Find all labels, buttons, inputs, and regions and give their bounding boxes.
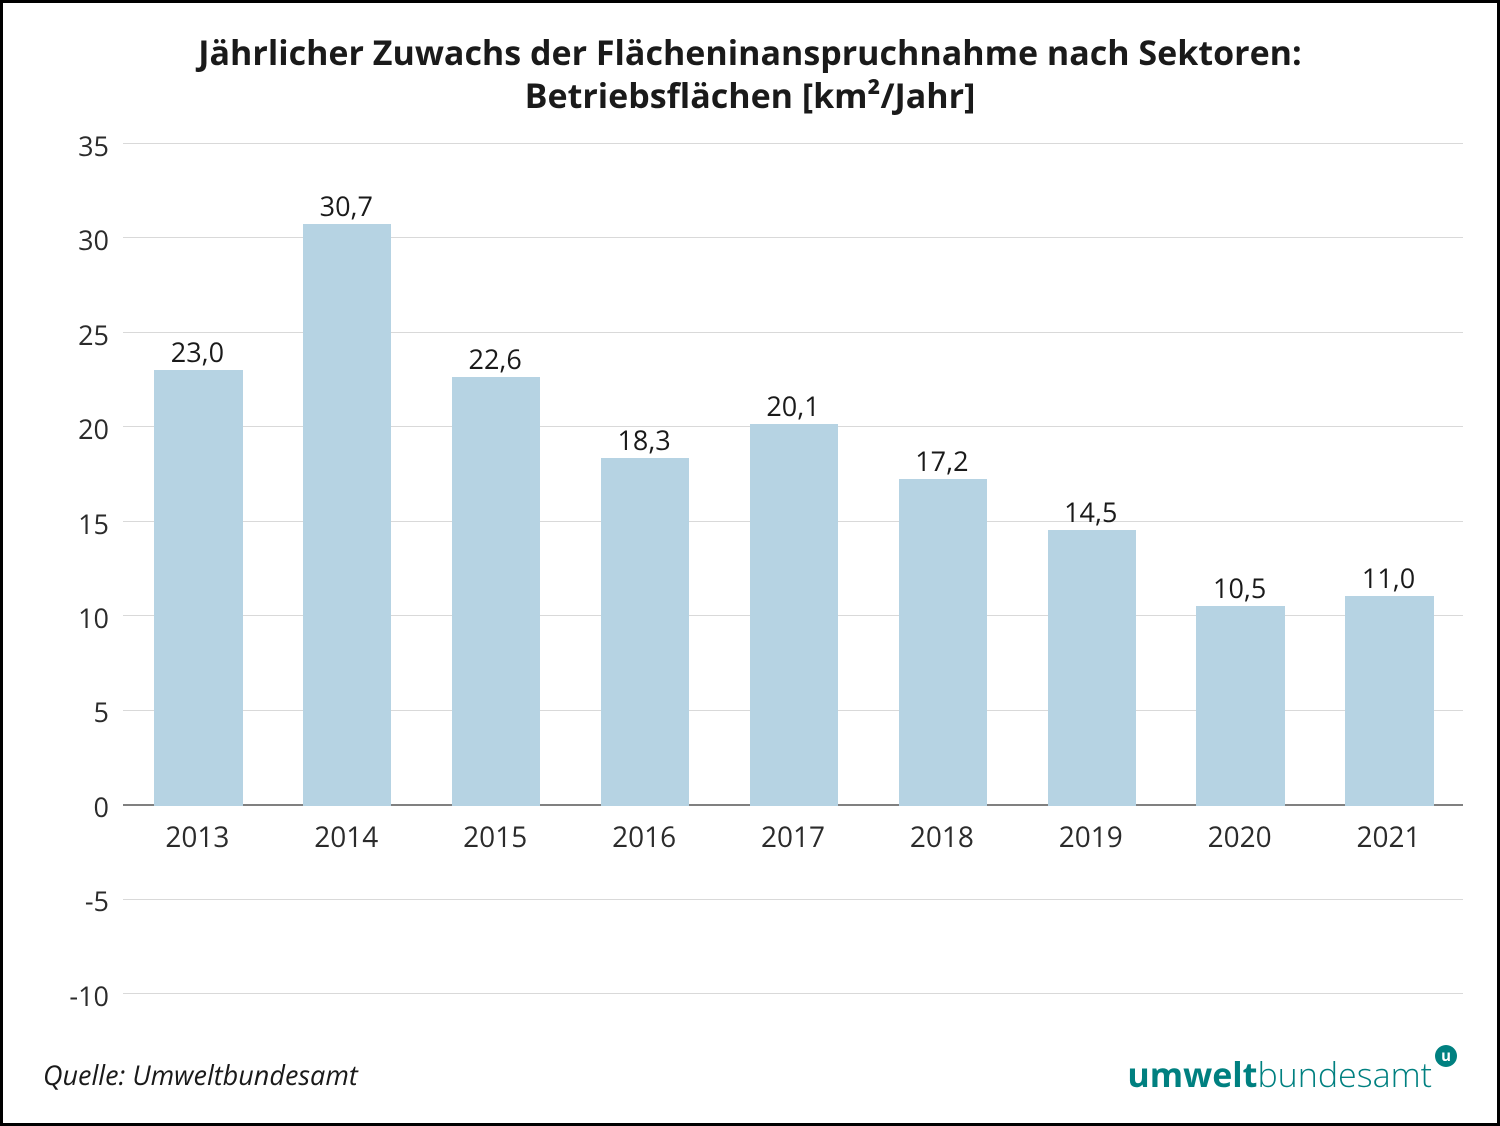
bar-value-label: 18,3 <box>570 421 719 458</box>
bar-value-label: 30,7 <box>272 187 421 224</box>
y-tick-label: -10 <box>39 977 109 1014</box>
bar <box>452 377 540 806</box>
bar-value-label: 11,0 <box>1314 559 1463 596</box>
x-tick-label: 2016 <box>570 818 719 856</box>
x-tick-label: 2018 <box>867 818 1016 856</box>
y-tick-label: 0 <box>39 788 109 825</box>
chart-frame: Jährlicher Zuwachs der Flächeninanspruch… <box>0 0 1500 1126</box>
y-tick-label: 25 <box>39 316 109 353</box>
y-tick-label: -5 <box>39 882 109 919</box>
bar-value-label: 10,5 <box>1165 569 1314 606</box>
grid-line <box>123 143 1463 144</box>
bar-value-label: 22,6 <box>421 340 570 377</box>
bar <box>1196 606 1284 806</box>
bar <box>1048 530 1136 806</box>
chart-title-line1: Jährlicher Zuwachs der Flächeninanspruch… <box>198 29 1301 75</box>
chart-title-line2: Betriebsflächen [km²/Jahr] <box>525 72 976 118</box>
logo-badge-icon: u <box>1435 1045 1457 1067</box>
logo-word-light: bundesamt <box>1257 1051 1432 1097</box>
x-tick-label: 2014 <box>272 818 421 856</box>
bar <box>1345 596 1433 806</box>
x-tick-label: 2013 <box>123 818 272 856</box>
grid-line <box>123 993 1463 994</box>
plot-area: -10-50510152025303523,0201330,7201422,62… <box>123 143 1463 993</box>
y-tick-label: 30 <box>39 221 109 258</box>
y-tick-label: 5 <box>39 693 109 730</box>
y-tick-label: 20 <box>39 410 109 447</box>
grid-line <box>123 899 1463 900</box>
y-tick-label: 10 <box>39 599 109 636</box>
y-tick-label: 35 <box>39 127 109 164</box>
bar <box>601 458 689 806</box>
bar-value-label: 17,2 <box>867 442 1016 479</box>
source-text: Quelle: Umweltbundesamt <box>43 1056 358 1093</box>
y-tick-label: 15 <box>39 505 109 542</box>
bar <box>154 370 242 806</box>
x-tick-label: 2021 <box>1314 818 1463 856</box>
bar-value-label: 20,1 <box>719 387 868 424</box>
x-tick-label: 2017 <box>719 818 868 856</box>
x-tick-label: 2020 <box>1165 818 1314 856</box>
x-tick-label: 2015 <box>421 818 570 856</box>
logo: umweltbundesamtu <box>1127 1051 1457 1097</box>
logo-word-bold: umwelt <box>1127 1051 1257 1097</box>
bar <box>303 224 391 806</box>
bar-value-label: 14,5 <box>1016 493 1165 530</box>
bar-value-label: 23,0 <box>123 333 272 370</box>
bar <box>899 479 987 806</box>
chart-title: Jährlicher Zuwachs der Flächeninanspruch… <box>3 31 1497 116</box>
bar <box>750 424 838 806</box>
x-tick-label: 2019 <box>1016 818 1165 856</box>
